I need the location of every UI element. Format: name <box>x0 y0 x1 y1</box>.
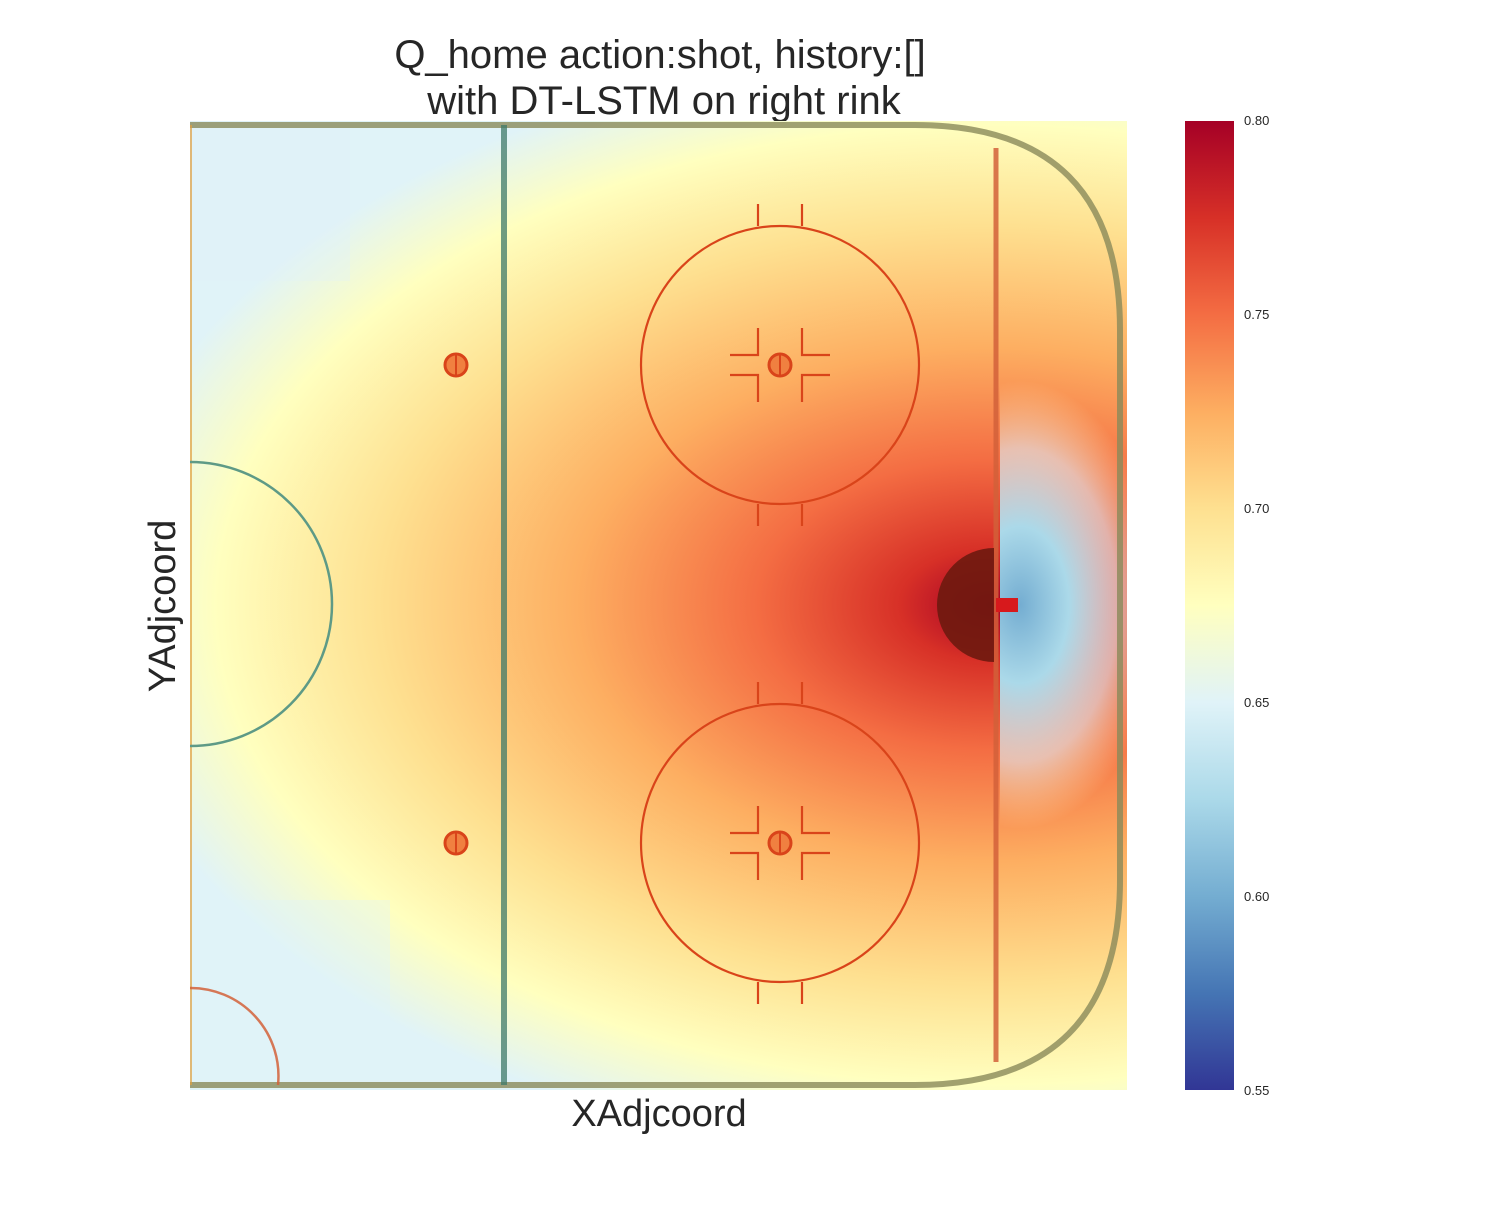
colorbar-tick-label: 0.70 <box>1244 501 1269 516</box>
colorbar <box>1185 121 1234 1090</box>
colorbar-tick-label: 0.55 <box>1244 1083 1269 1098</box>
colorbar-tick-label: 0.65 <box>1244 695 1269 710</box>
chart-title-line-2: with DT-LSTM on right rink <box>426 79 901 123</box>
goal-net <box>996 598 1018 612</box>
heatmap-corner-bottom-left <box>190 900 390 1090</box>
colorbar-tick-label: 0.60 <box>1244 889 1269 904</box>
colorbar-ticks: 0.80 0.75 0.70 0.65 0.60 0.55 <box>1244 113 1269 1098</box>
x-axis-label: XAdjcoord <box>571 1093 746 1135</box>
heatmap-corner-top-left <box>190 121 350 281</box>
heatmap-behind-net <box>1000 121 1127 1090</box>
colorbar-tick-label: 0.80 <box>1244 113 1269 128</box>
colorbar-tick-label: 0.75 <box>1244 307 1269 322</box>
y-axis-label: YAdjcoord <box>142 520 184 693</box>
chart-title-line-1: Q_home action:shot, history:[] <box>394 33 925 77</box>
heatmap-plot <box>190 121 1127 1090</box>
